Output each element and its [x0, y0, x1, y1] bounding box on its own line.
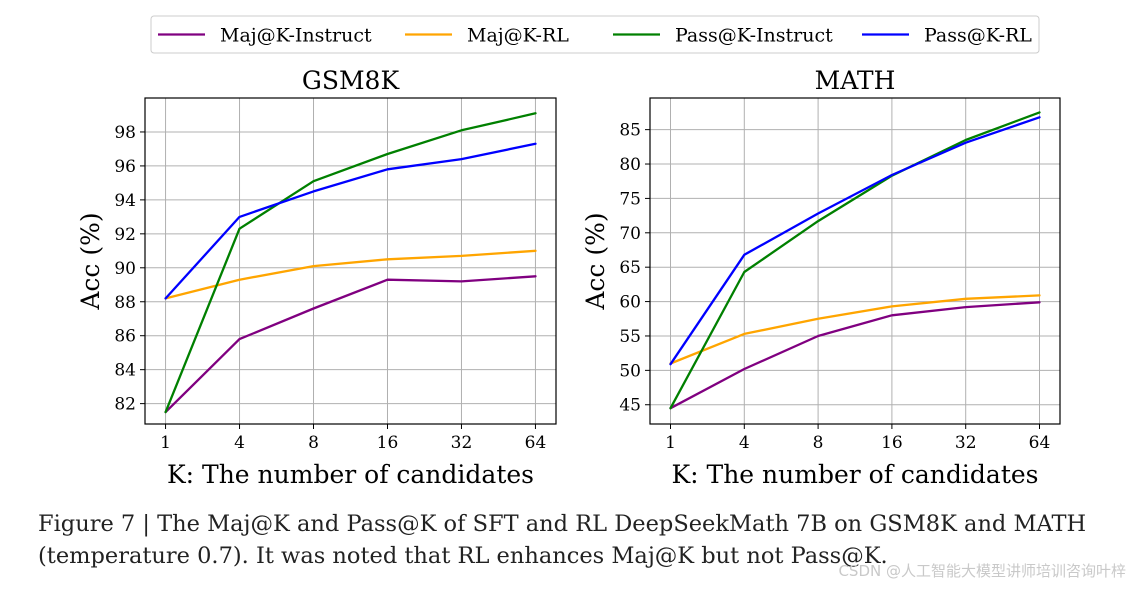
chart-title: MATH [815, 66, 896, 95]
y-tick-label: 84 [114, 361, 136, 381]
chart-title: GSM8K [302, 66, 401, 95]
series-line-maj-k-rl [669, 294, 1041, 365]
y-tick-label: 98 [114, 123, 136, 143]
legend-frame [150, 15, 1040, 54]
series-line-maj-k-instruct [164, 275, 537, 414]
legend-label-pass-k-rl: Pass@K-RL [924, 25, 1032, 47]
series-line-pass-k-rl [164, 142, 537, 300]
x-axis-label: K: The number of candidates [167, 460, 534, 489]
plot-frame [649, 97, 1061, 425]
series-line-maj-k-instruct [669, 301, 1041, 410]
y-tick-label: 45 [619, 396, 641, 416]
y-tick-label: 88 [114, 293, 136, 313]
plot-frame [144, 97, 557, 425]
gsm8k-chart: 1 4 8 16 32 64 82 84 86 88 90 92 94 96 98 GSM8K K: The n… [76, 66, 557, 489]
x-tick-label: 4 [234, 433, 245, 453]
x-tick-label: 1 [160, 433, 171, 453]
y-axis-label: Acc (%) [76, 212, 105, 310]
x-tick-label: 1 [665, 433, 676, 453]
x-axis-label: K: The number of candidates [671, 460, 1038, 489]
y-tick-label: 70 [619, 224, 641, 244]
math-chart: 1 4 8 16 32 64 45 50 55 60 65 70 75 80 85 MATH K: The nu… [581, 66, 1061, 489]
y-tick-label: 80 [619, 155, 641, 175]
y-tick-label: 60 [619, 293, 641, 313]
figure-caption: Figure 7 | The Maj@K and Pass@K of SFT a… [38, 511, 1087, 569]
x-tick-label: 16 [377, 433, 399, 453]
series-line-maj-k-rl [164, 249, 537, 300]
y-tick-label: 92 [114, 225, 136, 245]
legend: Maj@K-Instruct Maj@K-RL Pass@K-Instruct Pas… [150, 15, 1040, 54]
x-tick-label: 8 [813, 433, 824, 453]
x-tick-label: 64 [525, 433, 547, 453]
y-tick-label: 55 [619, 327, 641, 347]
y-tick-label: 94 [114, 191, 136, 211]
figure: Maj@K-Instruct Maj@K-RL Pass@K-Instruct Pas… [76, 15, 1061, 489]
y-tick-label: 50 [619, 361, 641, 381]
legend-label-pass-k-instruct: Pass@K-Instruct [675, 25, 833, 47]
y-axis-label: Acc (%) [581, 212, 610, 310]
watermark: CSDN @人工智能大模型讲师培训咨询叶梓 [838, 562, 1126, 580]
legend-label-maj-k-rl: Maj@K-RL [467, 25, 569, 47]
y-tick-label: 96 [114, 157, 136, 177]
x-tick-label: 32 [451, 433, 473, 453]
y-tick-label: 90 [114, 259, 136, 279]
series-line-pass-k-instruct [164, 112, 537, 414]
x-tick-label: 4 [739, 433, 750, 453]
y-tick-label: 85 [619, 121, 641, 141]
series-line-pass-k-rl [669, 116, 1041, 366]
y-tick-label: 65 [619, 258, 641, 278]
x-tick-label: 64 [1029, 433, 1051, 453]
y-tick-label: 82 [114, 395, 136, 415]
x-tick-label: 16 [881, 433, 903, 453]
x-tick-label: 32 [955, 433, 977, 453]
legend-label-maj-k-instruct: Maj@K-Instruct [220, 25, 372, 47]
y-tick-label: 75 [619, 189, 641, 209]
x-tick-label: 8 [308, 433, 319, 453]
y-tick-label: 86 [114, 327, 136, 347]
series-line-pass-k-instruct [669, 111, 1041, 410]
